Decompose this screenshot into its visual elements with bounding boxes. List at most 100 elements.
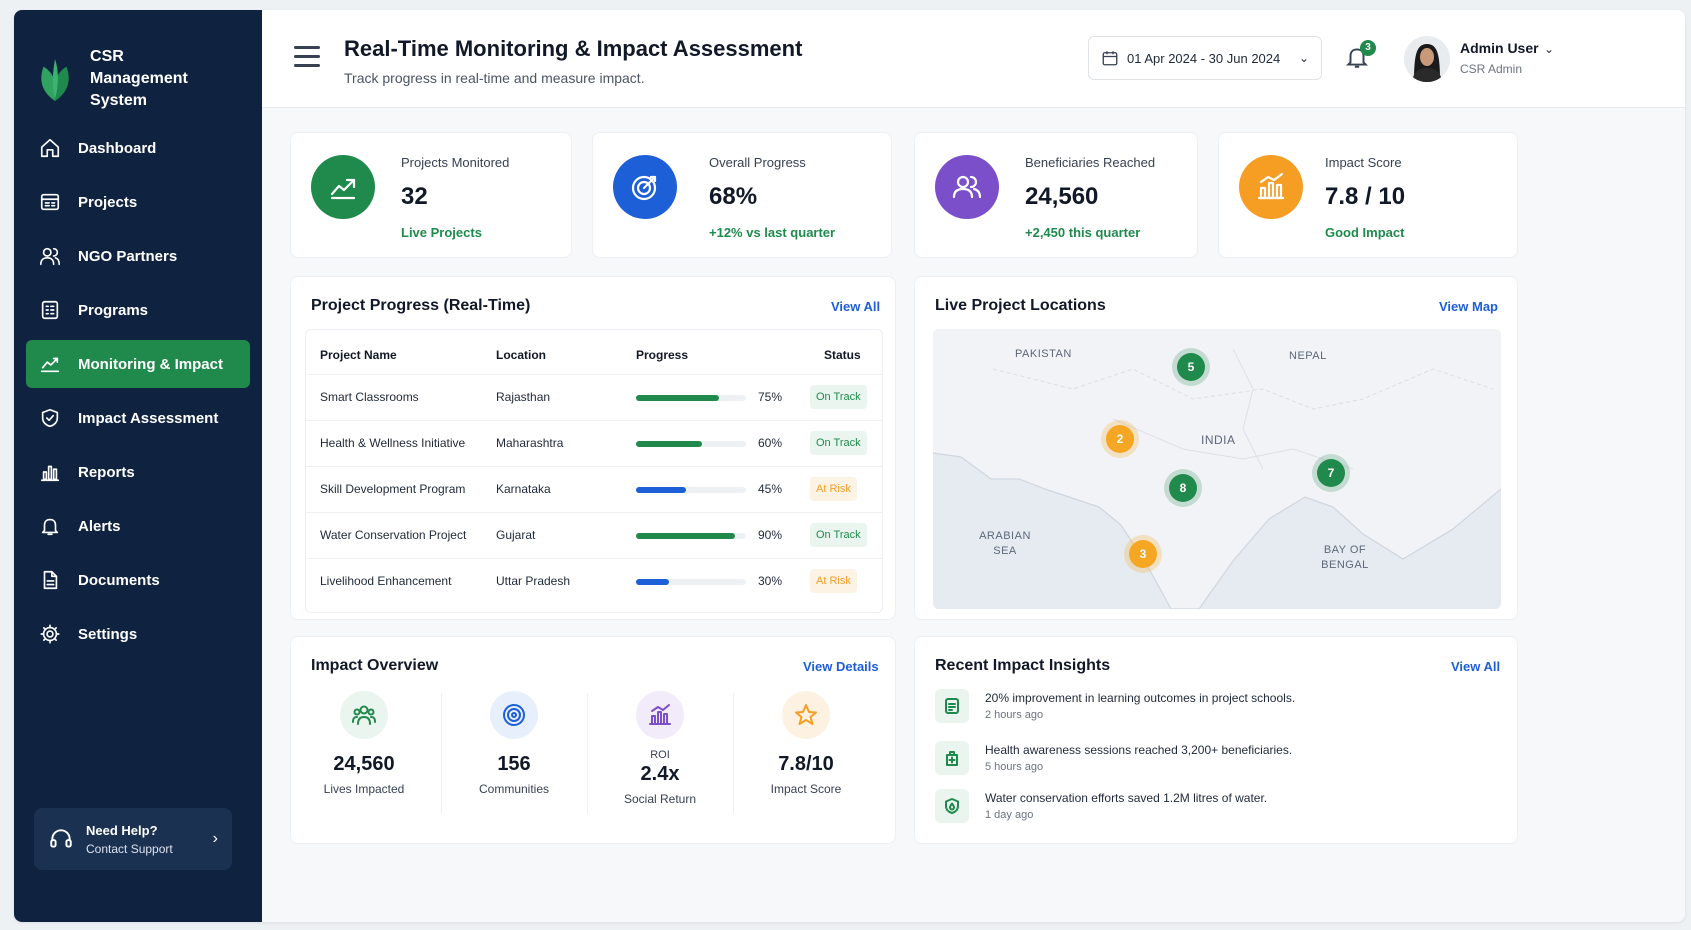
map-marker[interactable]: 2 (1106, 425, 1134, 453)
view-map-link[interactable]: View Map (1439, 299, 1499, 314)
sidebar-item-documents[interactable]: Documents (26, 556, 250, 604)
progress-bar (636, 533, 746, 539)
impact-stat-roi: ROI 2.4x Social Return (587, 691, 733, 821)
kpi-label: Overall Progress (709, 155, 806, 170)
kpi-value: 68% (709, 183, 758, 210)
headset-icon (50, 829, 72, 848)
progress-percent: 45% (758, 482, 783, 496)
table-row[interactable]: Livelihood Enhancement Uttar Pradesh 30% At… (306, 558, 882, 604)
progress-bar-fill (636, 441, 702, 447)
progress-percent: 75% (758, 390, 783, 404)
india-map[interactable]: PAKISTAN NEPAL INDIA ARABIAN SEA BAY OF … (933, 329, 1501, 609)
sidebar-item-projects[interactable]: Projects (26, 178, 250, 226)
impact-stat-communities: 156 Communities (441, 691, 587, 821)
document-icon (38, 568, 62, 592)
view-all-projects-link[interactable]: View All (831, 299, 881, 314)
impact-value: 2.4x (640, 763, 680, 785)
sidebar-item-label: NGO Partners (78, 247, 178, 265)
insight-item[interactable]: Health awareness sessions reached 3,200+… (935, 741, 1475, 781)
map-marker[interactable]: 8 (1169, 474, 1197, 502)
table-row[interactable]: Water Conservation Project Gujarat 90% On T… (306, 512, 882, 558)
live-locations-card: Live Project Locations View Map PAKISTAN… (914, 276, 1518, 620)
table-row[interactable]: Smart Classrooms Rajasthan 75% On Track (306, 374, 882, 420)
sidebar-item-label: Impact Assessment (78, 409, 219, 427)
table-row[interactable]: Skill Development Program Karnataka 45% At … (306, 466, 882, 512)
page-subtitle: Track progress in real-time and measure … (344, 70, 645, 86)
notification-count-badge: 3 (1360, 40, 1376, 56)
kpi-subtext: +12% vs last quarter (709, 225, 836, 240)
date-range-picker[interactable]: 01 Apr 2024 - 30 Jun 2024 ⌄ (1088, 36, 1322, 80)
map-label-arabian-sea: ARABIAN SEA (979, 530, 1031, 557)
hamburger-menu-button[interactable] (294, 46, 320, 68)
project-progress-card: Project Progress (Real-Time) View All Pr… (290, 276, 896, 620)
users-icon (935, 155, 999, 219)
project-name: Water Conservation Project (320, 528, 467, 542)
insight-text: 20% improvement in learning outcomes in … (985, 691, 1296, 705)
divider (587, 693, 588, 813)
notifications-button[interactable]: 3 (1344, 40, 1376, 74)
impact-label: Social Return (623, 792, 697, 806)
kpi-label: Impact Score (1325, 155, 1402, 170)
divider (441, 693, 442, 813)
sidebar-item-monitoring-impact[interactable]: Monitoring & Impact (26, 340, 250, 388)
status-badge: At Risk (810, 477, 857, 501)
page-title: Real-Time Monitoring & Impact Assessment (344, 36, 803, 61)
divider (733, 693, 734, 813)
sidebar-item-settings[interactable]: Settings (26, 610, 250, 658)
status-badge: On Track (810, 523, 867, 547)
map-marker[interactable]: 5 (1177, 353, 1205, 381)
map-label-india: INDIA (1201, 433, 1236, 447)
sidebar-item-reports[interactable]: Reports (26, 448, 250, 496)
sidebar-item-label: Settings (78, 625, 138, 643)
column-header: Status (824, 348, 861, 362)
project-location: Rajasthan (496, 390, 551, 404)
map-marker[interactable]: 7 (1317, 459, 1345, 487)
progress-bar (636, 441, 746, 447)
sidebar-item-dashboard[interactable]: Dashboard (26, 124, 250, 172)
target-icon (490, 691, 538, 739)
status-badge: At Risk (810, 569, 857, 593)
sidebar-item-label: Reports (78, 463, 135, 481)
insight-item[interactable]: Water conservation efforts saved 1.2M li… (935, 789, 1475, 829)
user-avatar-icon (1404, 36, 1450, 82)
table-row[interactable]: Health & Wellness Initiative Maharashtra 6… (306, 420, 882, 466)
status-badge: On Track (810, 385, 867, 409)
kpi-subtext: Live Projects (401, 225, 482, 240)
user-role: CSR Admin (1460, 62, 1523, 76)
kpi-value: 7.8 / 10 (1325, 183, 1406, 210)
card-title: Live Project Locations (935, 297, 1106, 314)
brand-name: CSR Management System (90, 46, 242, 112)
chevron-down-icon[interactable]: ⌄ (1544, 42, 1555, 56)
sidebar-item-ngo-partners[interactable]: NGO Partners (26, 232, 250, 280)
card-title: Project Progress (Real-Time) (311, 297, 531, 314)
project-progress-table: Project Name Location Progress Status Sm… (305, 329, 883, 613)
health-icon (935, 741, 969, 775)
date-range-value: 01 Apr 2024 - 30 Jun 2024 (1127, 50, 1281, 66)
view-all-insights-link[interactable]: View All (1451, 659, 1501, 674)
star-icon (782, 691, 830, 739)
map-label-nepal: NEPAL (1289, 350, 1327, 362)
insight-item[interactable]: 20% improvement in learning outcomes in … (935, 689, 1475, 729)
impact-prefix: ROI (650, 749, 670, 761)
contact-support-button[interactable]: Need Help? Contact Support › (34, 808, 232, 870)
sidebar-item-impact-assessment[interactable]: Impact Assessment (26, 394, 250, 442)
progress-percent: 90% (758, 528, 783, 542)
avatar[interactable] (1404, 36, 1450, 82)
help-text: Need Help? Contact Support (86, 823, 213, 856)
sidebar-item-alerts[interactable]: Alerts (26, 502, 250, 550)
sidebar: CSR Management System Dashboard Projects… (14, 10, 262, 922)
sidebar-item-programs[interactable]: Programs (26, 286, 250, 334)
map-marker[interactable]: 3 (1129, 540, 1157, 568)
user-name: Admin User (1460, 40, 1539, 56)
impact-value: 7.8/10 (778, 753, 834, 775)
project-location: Karnataka (496, 482, 551, 496)
sidebar-item-label: Monitoring & Impact (78, 355, 223, 373)
leaf-logo-icon (41, 58, 69, 101)
view-details-link[interactable]: View Details (803, 659, 879, 674)
help-subtitle: Contact Support (86, 841, 173, 856)
progress-bar-fill (636, 487, 686, 493)
map-land-shape (933, 329, 1501, 609)
insight-text: Health awareness sessions reached 3,200+… (985, 743, 1293, 757)
sidebar-item-label: Documents (78, 571, 160, 589)
project-location: Maharashtra (496, 436, 564, 450)
